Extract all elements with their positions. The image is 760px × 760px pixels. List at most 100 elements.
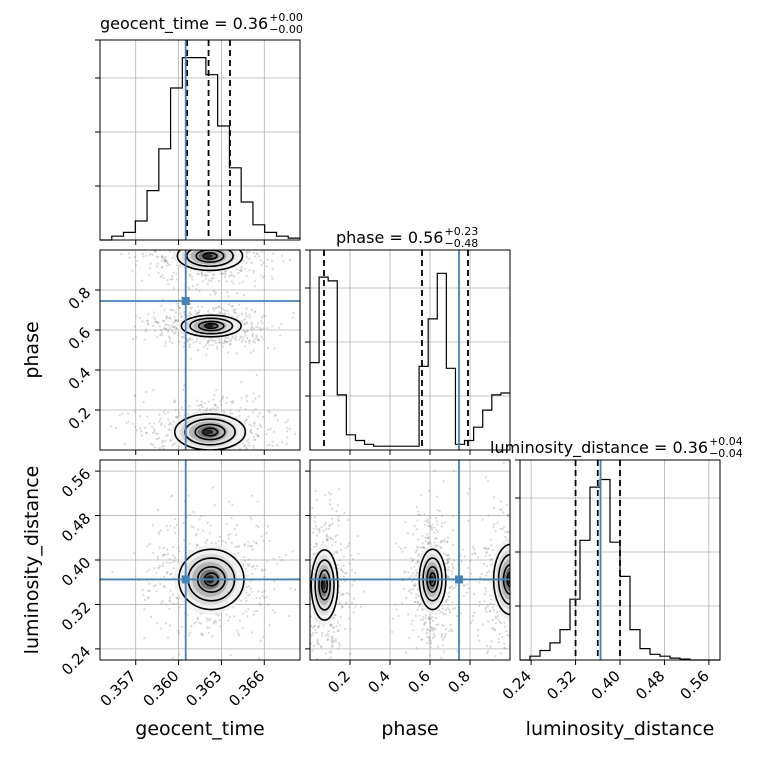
sample-point xyxy=(485,551,488,554)
sample-point xyxy=(503,646,506,649)
sample-point xyxy=(217,456,219,458)
sample-point xyxy=(414,574,417,577)
sample-point xyxy=(164,323,167,327)
sample-point xyxy=(486,548,489,551)
sample-point xyxy=(242,243,244,245)
sample-point xyxy=(517,583,519,585)
sample-point xyxy=(169,573,172,576)
contour-line xyxy=(202,252,218,260)
sample-point xyxy=(172,244,174,246)
sample-point xyxy=(506,514,509,517)
sample-point xyxy=(128,256,131,259)
sample-point xyxy=(111,570,114,573)
sample-point xyxy=(253,310,256,314)
sample-point xyxy=(415,549,418,552)
sample-point xyxy=(489,602,492,605)
sample-point xyxy=(226,396,229,399)
sample-point xyxy=(256,415,259,418)
sample-point xyxy=(404,570,407,573)
sample-point xyxy=(511,610,513,612)
sample-point xyxy=(417,605,420,608)
sample-point xyxy=(144,328,147,331)
sample-point xyxy=(155,437,158,441)
sample-point xyxy=(337,629,340,632)
sample-point xyxy=(411,580,414,583)
sample-point xyxy=(304,589,306,591)
sample-point xyxy=(212,339,215,342)
sample-point xyxy=(187,494,190,497)
sample-point xyxy=(209,451,211,453)
sample-point xyxy=(142,450,144,452)
sample-point xyxy=(234,308,237,311)
sample-point xyxy=(196,616,199,619)
sample-point xyxy=(166,553,169,556)
sample-point xyxy=(307,544,309,546)
sample-point xyxy=(160,601,163,605)
sample-point xyxy=(489,558,492,561)
sample-point xyxy=(515,556,517,558)
sample-point xyxy=(271,609,274,612)
sample-point xyxy=(278,556,281,559)
sample-point xyxy=(224,541,227,544)
sample-point xyxy=(449,623,452,626)
sample-point xyxy=(261,276,264,279)
sample-point xyxy=(163,257,166,260)
sample-point xyxy=(203,274,206,277)
sample-point xyxy=(238,545,241,548)
sample-point xyxy=(338,602,341,605)
sample-point xyxy=(515,574,517,576)
sample-point xyxy=(250,590,254,594)
sample-point xyxy=(153,567,156,570)
sample-point xyxy=(255,334,258,337)
sample-point xyxy=(424,621,427,624)
sample-point xyxy=(161,600,164,603)
sample-point xyxy=(239,244,241,246)
sample-point xyxy=(166,411,170,414)
sample-point xyxy=(171,326,175,329)
sample-point xyxy=(512,620,514,622)
sample-point xyxy=(516,612,518,614)
sample-point xyxy=(261,594,264,598)
sample-point xyxy=(213,293,216,296)
sample-point xyxy=(447,576,450,579)
sample-point xyxy=(491,627,494,630)
sample-point xyxy=(230,451,232,453)
sample-point xyxy=(426,537,429,540)
sample-point xyxy=(171,277,174,281)
sample-point xyxy=(342,555,346,558)
sample-point xyxy=(156,265,159,268)
sample-point xyxy=(260,568,264,571)
sample-point xyxy=(513,579,515,581)
sample-point xyxy=(183,247,185,249)
sample-point xyxy=(271,325,274,328)
sample-point xyxy=(397,614,400,617)
sample-point xyxy=(189,273,192,276)
sample-point xyxy=(156,321,160,324)
density-level xyxy=(322,580,326,590)
sample-point xyxy=(330,637,334,640)
sample-point xyxy=(422,546,426,549)
sample-point xyxy=(415,571,418,574)
sample-point xyxy=(424,520,427,523)
sample-point xyxy=(146,320,149,323)
sample-point xyxy=(300,614,302,616)
sample-point xyxy=(206,626,209,629)
sample-point xyxy=(502,511,505,514)
sample-point xyxy=(167,328,170,332)
sample-point xyxy=(302,586,304,588)
sample-point xyxy=(229,409,232,412)
sample-point xyxy=(194,246,196,248)
sample-point xyxy=(494,616,498,620)
sample-point xyxy=(161,265,164,268)
sample-point xyxy=(163,344,167,347)
sample-point xyxy=(198,309,201,312)
sample-point xyxy=(248,313,251,316)
y-axis-label-luminosity-distance: luminosity_distance xyxy=(21,466,43,655)
sample-point xyxy=(251,572,254,576)
sample-point xyxy=(326,638,329,641)
sample-point xyxy=(336,629,340,633)
sample-point xyxy=(407,590,411,593)
sample-point xyxy=(230,541,233,544)
sample-point xyxy=(193,245,195,247)
sample-point xyxy=(227,534,230,537)
